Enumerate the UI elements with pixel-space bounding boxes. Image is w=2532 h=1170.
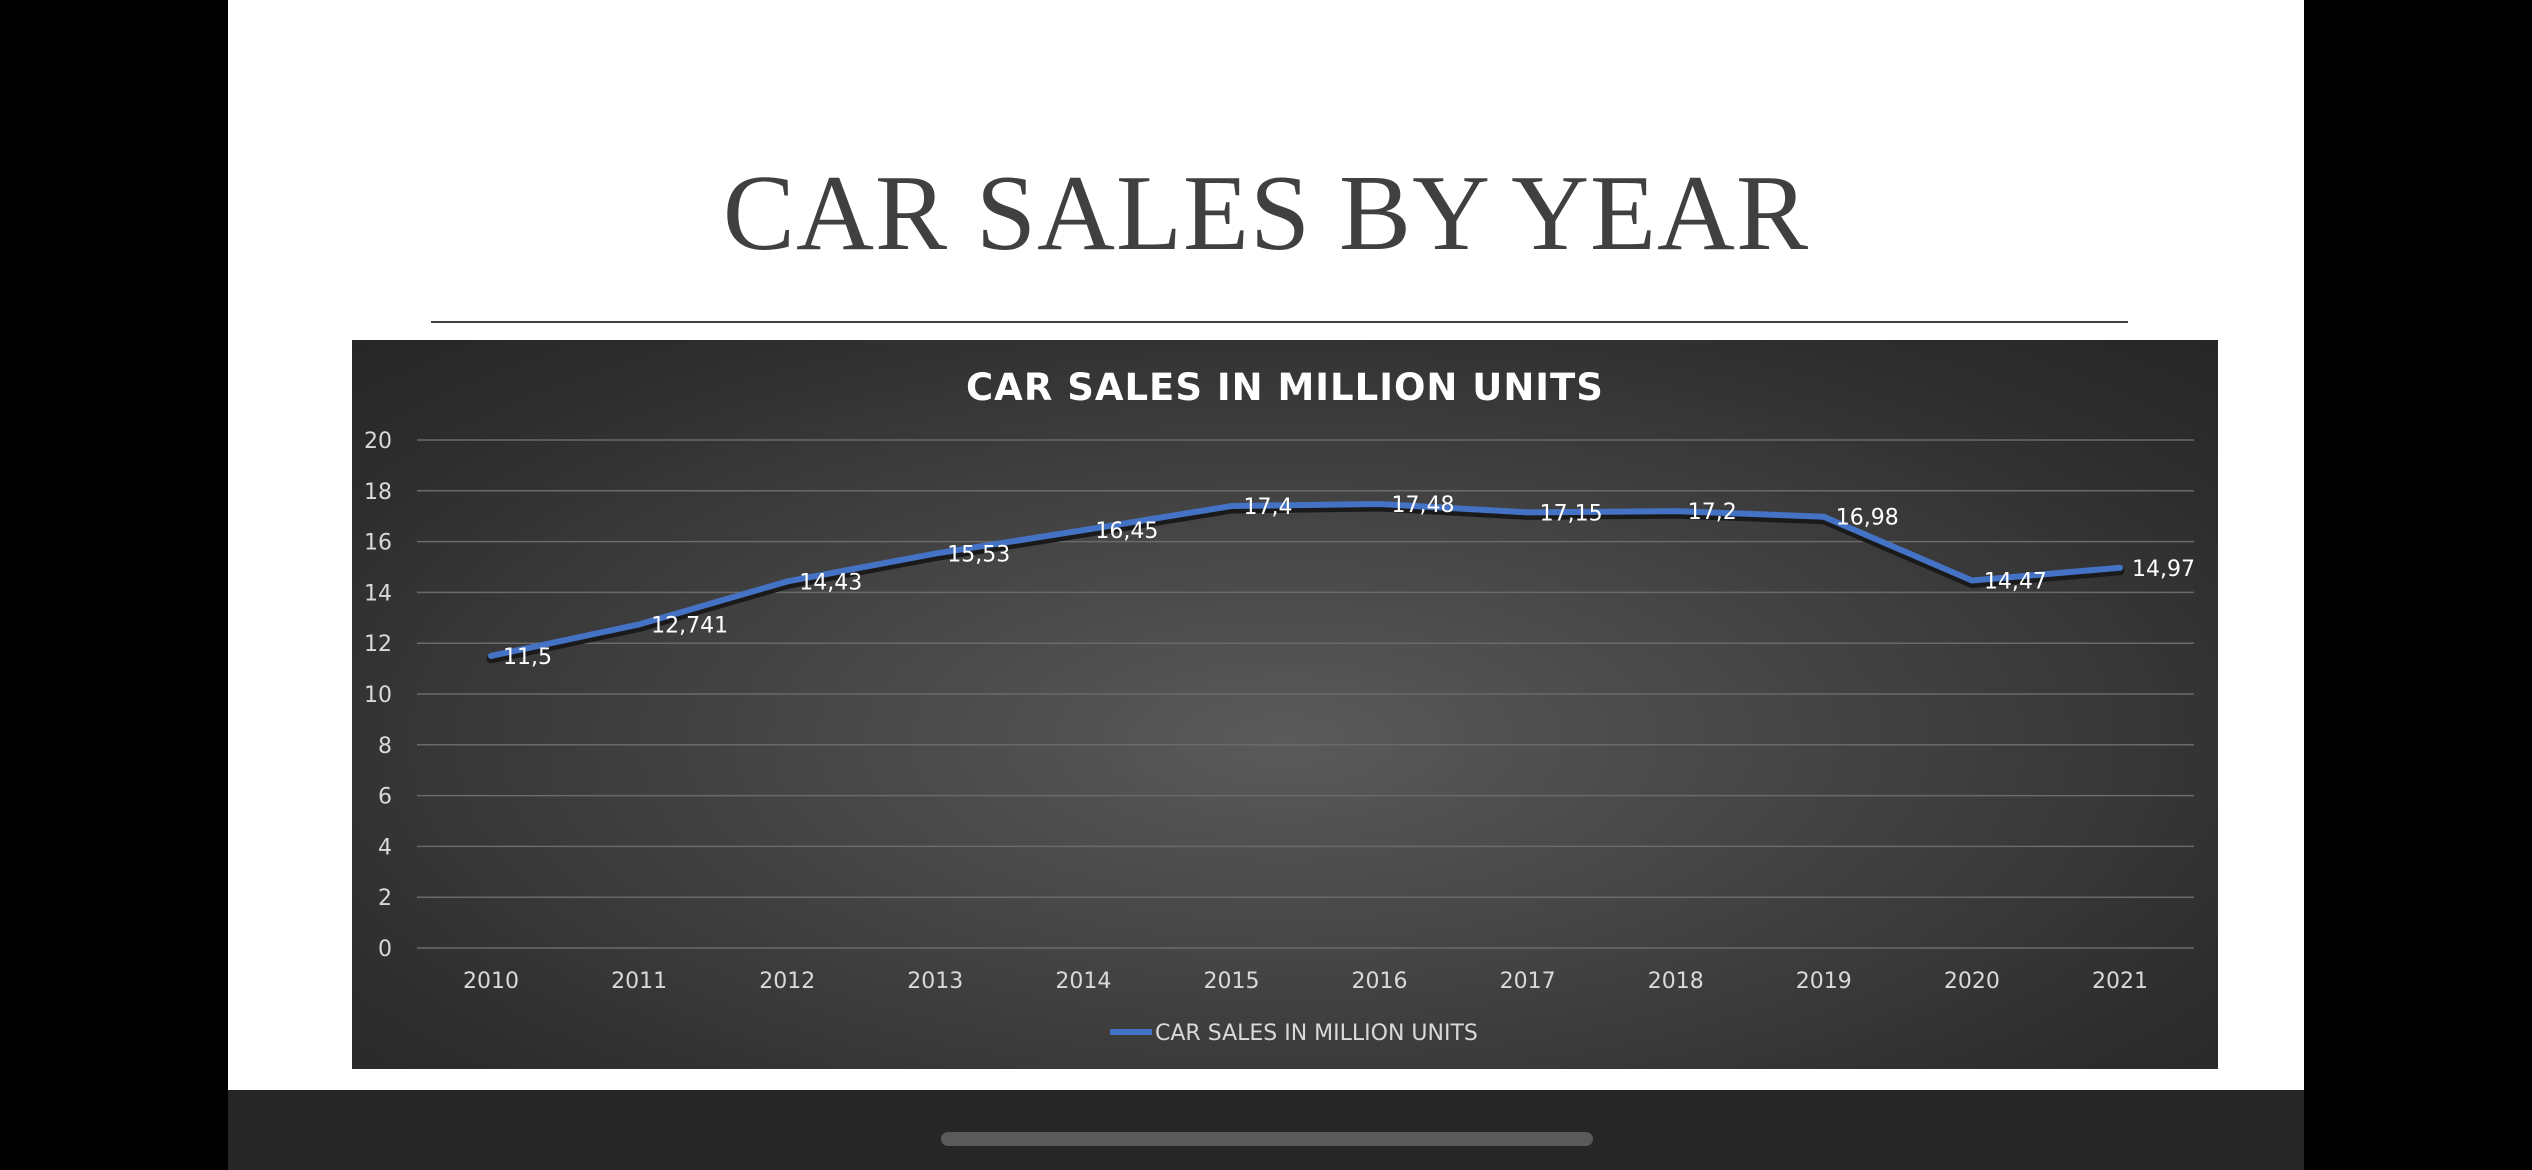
home-indicator[interactable] (941, 1132, 1593, 1146)
data-label: 14,97 (2132, 557, 2195, 582)
x-tick-label: 2020 (1944, 969, 2000, 994)
y-tick-label: 12 (364, 632, 392, 657)
y-tick-label: 0 (378, 937, 392, 962)
data-point (1524, 509, 1531, 516)
legend[interactable]: CAR SALES IN MILLION UNITS (1110, 1021, 1478, 1046)
x-tick-label: 2016 (1352, 969, 1408, 994)
data-point (1820, 513, 1827, 520)
data-label: 16,45 (1095, 519, 1158, 544)
gridlines (417, 439, 2194, 949)
title-divider (431, 321, 2128, 323)
chart-title: CAR SALES IN MILLION UNITS (966, 366, 1604, 409)
data-point (636, 621, 643, 628)
data-point (932, 550, 939, 557)
x-tick-label: 2012 (759, 969, 815, 994)
x-tick-label: 2010 (463, 969, 519, 994)
slide-title: CAR SALES BY YEAR (722, 154, 1810, 273)
data-point (784, 578, 791, 585)
x-tick-label: 2018 (1648, 969, 1704, 994)
x-tick-label: 2011 (611, 969, 667, 994)
data-label: 17,15 (1540, 501, 1603, 526)
y-tick-label: 4 (378, 835, 392, 860)
y-tick-label: 8 (378, 734, 392, 759)
data-point (1080, 527, 1087, 534)
y-tick-label: 20 (364, 429, 392, 454)
data-label: 14,47 (1984, 569, 2047, 594)
chart-area[interactable]: CAR SALES IN MILLION UNITS 0 2 4 6 8 10 12 14 16… (352, 340, 2218, 1069)
data-label: 15,53 (947, 543, 1010, 568)
y-axis-ticks: 0 2 4 6 8 10 12 14 16 18 20 (364, 429, 392, 962)
bottom-bar (228, 1090, 2304, 1170)
series-line (488, 501, 2123, 659)
data-label: 11,5 (503, 645, 552, 670)
x-tick-label: 2019 (1796, 969, 1852, 994)
line-chart: CAR SALES IN MILLION UNITS 0 2 4 6 8 10 12 14 16… (364, 366, 2195, 1046)
data-point (1968, 577, 1975, 584)
x-tick-label: 2017 (1500, 969, 1556, 994)
data-point (1228, 503, 1235, 510)
data-label: 12,741 (651, 613, 728, 638)
y-tick-label: 18 (364, 480, 392, 505)
data-point (2116, 564, 2123, 571)
y-tick-label: 14 (364, 581, 392, 606)
x-tick-label: 2021 (2092, 969, 2148, 994)
y-tick-label: 16 (364, 531, 392, 556)
y-tick-label: 10 (364, 683, 392, 708)
y-tick-label: 6 (378, 785, 392, 810)
data-label: 17,4 (1243, 495, 1292, 520)
legend-label: CAR SALES IN MILLION UNITS (1155, 1021, 1478, 1046)
data-label: 17,2 (1688, 500, 1737, 525)
data-label: 16,98 (1836, 506, 1899, 531)
y-tick-label: 2 (378, 886, 392, 911)
data-label: 14,43 (799, 570, 862, 595)
data-labels: 11,5 12,741 14,43 15,53 16,45 17,4 17,48 17,15 1… (503, 493, 2195, 670)
data-label: 17,48 (1392, 493, 1455, 518)
series-layer (486, 501, 2125, 664)
x-tick-label: 2015 (1203, 969, 1259, 994)
data-point (1672, 508, 1679, 515)
x-tick-label: 2014 (1055, 969, 1111, 994)
data-point (1376, 501, 1383, 508)
x-tick-label: 2013 (907, 969, 963, 994)
x-axis-ticks: 2010 2011 2012 2013 2014 2015 2016 2017 2018 2019… (463, 969, 2148, 994)
data-point (488, 652, 495, 659)
